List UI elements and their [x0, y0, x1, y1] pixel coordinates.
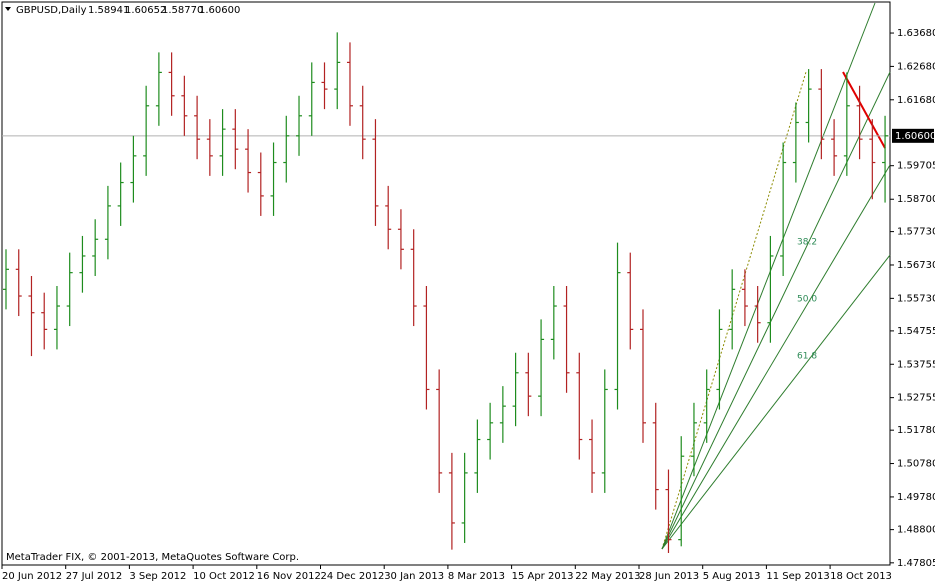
header-low: 1.58770: [162, 5, 203, 16]
fan-line: [661, 71, 891, 550]
y-tick-label: 1.62680: [897, 61, 935, 72]
x-tick-label: 18 Oct 2013: [830, 571, 892, 582]
x-tick-label: 10 Oct 2012: [193, 571, 255, 582]
x-tick-label: 11 Sep 2013: [766, 571, 829, 582]
y-tick-label: 1.61680: [897, 95, 935, 106]
menu-arrow[interactable]: [5, 7, 11, 11]
x-tick-label: 22 May 2013: [575, 571, 640, 582]
fan-base: [661, 71, 807, 550]
y-tick-label: 1.51780: [897, 425, 935, 436]
y-tick-label: 1.49780: [897, 492, 935, 503]
x-tick-label: 3 Sep 2012: [129, 571, 186, 582]
fan-line: [661, 2, 876, 550]
x-tick-label: 30 Jan 2013: [384, 571, 444, 582]
y-tick-label: 1.56730: [897, 260, 935, 271]
y-tick-label: 1.63680: [897, 28, 935, 39]
fan-line: [661, 254, 891, 550]
y-tick-label: 1.50780: [897, 459, 935, 470]
copyright: MetaTrader FIX, © 2001-2013, MetaQuotes …: [6, 552, 299, 563]
symbol-label: GBPUSD,Daily: [16, 5, 87, 16]
y-tick-label: 1.53755: [897, 359, 935, 370]
header-open: 1.58941: [88, 5, 129, 16]
fib-fan: [661, 2, 891, 550]
x-tick-label: 5 Aug 2013: [703, 571, 761, 582]
y-tick-label: 1.57730: [897, 227, 935, 238]
header-close: 1.60600: [199, 5, 240, 16]
y-tick-label: 1.47805: [897, 558, 935, 569]
y-tick-label: 1.55730: [897, 293, 935, 304]
fan-line: [661, 164, 891, 550]
y-tick-label: 1.48800: [897, 525, 935, 536]
price-label: 1.60600: [895, 131, 935, 142]
y-tick-label: 1.54755: [897, 326, 935, 337]
x-tick-label: 27 Jul 2012: [66, 571, 123, 582]
x-tick-label: 28 Jun 2013: [639, 571, 699, 582]
x-tick-label: 24 Dec 2012: [321, 571, 385, 582]
x-tick-label: 15 Apr 2013: [512, 571, 574, 582]
header-high: 1.60652: [125, 5, 166, 16]
fib-level-label: 38.2: [797, 238, 817, 248]
fib-level-label: 61.8: [797, 352, 817, 362]
x-tick-label: 8 Mar 2013: [448, 571, 505, 582]
y-tick-label: 1.58700: [897, 194, 935, 205]
plot-frame: [1, 1, 891, 566]
y-tick-label: 1.59705: [897, 161, 935, 172]
x-tick-label: 16 Nov 2012: [257, 571, 321, 582]
y-tick-label: 1.52755: [897, 393, 935, 404]
fib-level-label: 50.0: [797, 295, 817, 305]
x-tick-label: 20 Jun 2012: [2, 571, 62, 582]
price-label-box: [892, 128, 934, 143]
